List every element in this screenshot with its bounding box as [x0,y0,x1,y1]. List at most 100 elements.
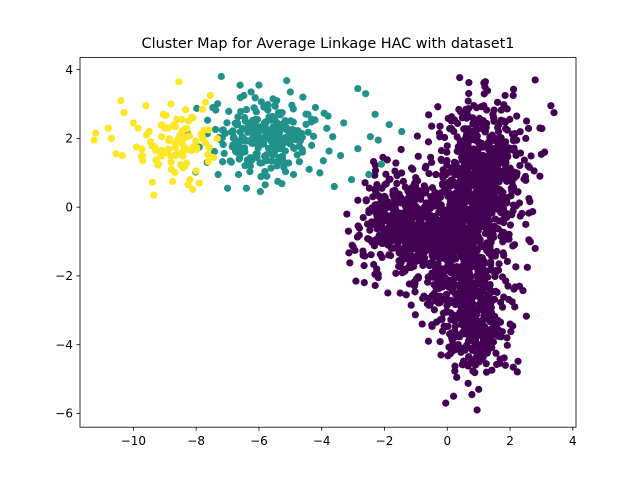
scatter-point [345,249,353,257]
scatter-point [516,161,524,170]
scatter-point [498,228,507,236]
scatter-point [92,129,100,137]
scatter-point [436,299,444,307]
scatter-point [285,159,293,167]
scatter-point [178,115,186,124]
scatter-point [241,117,249,125]
scatter-point [201,98,210,106]
scatter-point [446,296,455,304]
scatter-point [265,113,273,121]
scatter-point [463,330,471,338]
scatter-point [453,373,461,381]
scatter-point [134,124,142,132]
scatter-point [117,96,125,105]
scatter-point [172,151,180,160]
scatter-point [475,385,483,393]
scatter-point [468,346,477,354]
scatter-point [465,353,473,361]
scatter-point [442,322,450,331]
scatter-point [524,124,533,133]
scatter-point [500,219,508,227]
scatter-point [236,128,244,136]
scatter-point [138,145,146,153]
scatter-point [460,287,468,295]
scatter-point [387,252,395,260]
scatter-point [464,293,472,302]
scatter-point [405,280,414,288]
scatter-point [431,271,439,279]
scatter-point [304,110,312,119]
scatter-point [379,231,388,239]
scatter-point [393,171,401,180]
scatter-point [181,162,189,170]
scatter-point [167,158,175,166]
scatter-point [289,170,298,179]
chart-title: Cluster Map for Average Linkage HAC with… [142,36,515,52]
scatter-point [493,247,501,256]
scatter-point [330,182,338,191]
scatter-point [209,103,217,112]
x-tick-label: −4 [313,434,331,448]
scatter-point [485,165,493,173]
scatter-point [441,265,449,273]
scatter-point [283,77,291,85]
scatter-point [503,341,511,349]
scatter-point [142,102,150,110]
scatter-point [481,279,489,287]
scatter-point [481,83,489,91]
scatter-point [382,170,390,178]
scatter-point [181,106,190,114]
scatter-point [178,127,186,135]
scatter-point [211,125,220,134]
scatter-point [132,143,141,151]
scatter-point [512,263,520,271]
scatter-point [293,151,301,159]
scatter-point [411,288,419,296]
scatter-point [451,341,459,349]
scatter-point [462,149,470,158]
x-axis: −10 −8 −6 −4 −2 0 2 4 [121,427,577,448]
scatter-point [284,127,293,136]
scatter-point [482,360,490,368]
scatter-point [490,106,498,114]
scatter-point [442,291,450,299]
scatter-point [506,115,514,123]
scatter-point [406,228,414,237]
scatter-point [475,208,483,217]
scatter-point [261,167,269,176]
scatter-point [252,150,260,158]
scatter-point [371,281,379,290]
scatter-point [352,277,360,285]
scatter-point [374,274,382,282]
scatter-point [489,157,497,165]
scatter-point [483,329,491,337]
scatter-point [237,107,245,116]
scatter-point [186,176,194,184]
scatter-point [506,320,514,328]
axes-frame [79,57,577,428]
scatter-point [159,110,167,118]
scatter-point [449,311,457,320]
scatter-point [447,190,455,198]
scatter-point [494,266,502,274]
scatter-point [413,243,422,251]
scatter-point [483,306,491,314]
scatter-point [469,367,477,375]
scatter-point [432,170,440,179]
scatter-point [219,158,227,166]
scatter-point [415,188,423,197]
scatter-point [547,102,555,110]
scatter-point [178,139,186,148]
scatter-point [461,125,469,133]
scatter-point [476,235,484,244]
scatter-point [417,218,425,226]
scatter-point [409,221,417,230]
scatter-point [509,242,517,250]
scatter-point [281,118,289,126]
scatter-point [496,136,504,145]
scatter-point [507,184,515,192]
scatter-point [515,282,524,290]
scatter-point [394,191,402,199]
scatter-point [467,206,475,214]
scatter-point [347,176,356,184]
